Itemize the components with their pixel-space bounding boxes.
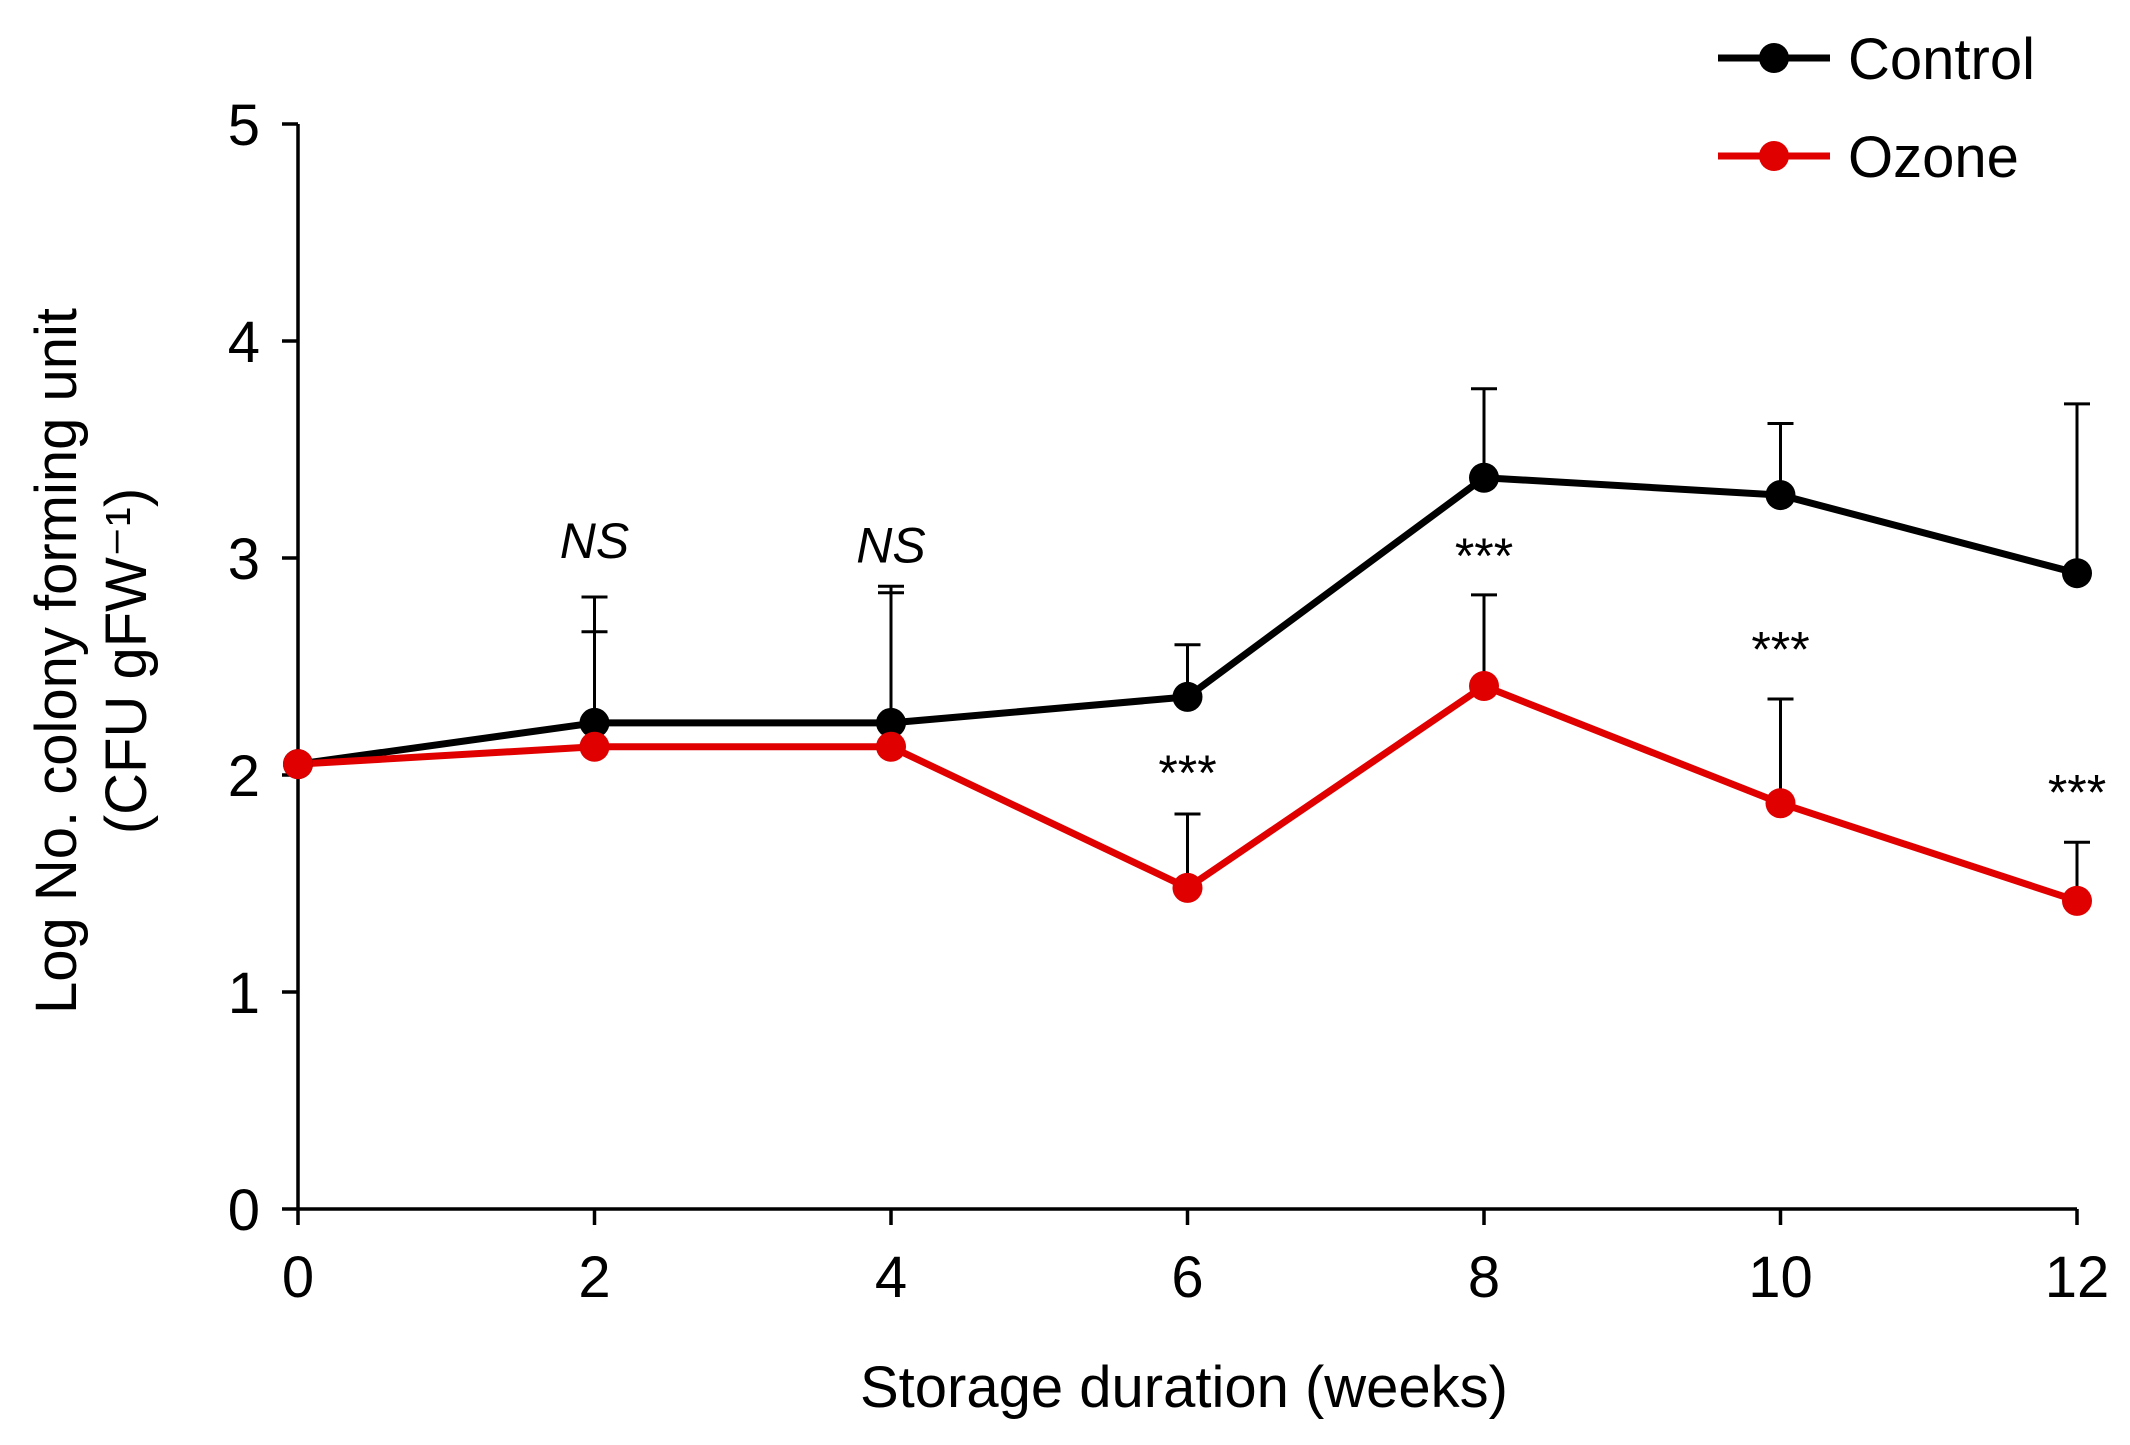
significance-label: *** xyxy=(1455,528,1513,584)
x-tick-label: 8 xyxy=(1468,1245,1500,1310)
legend-marker-control xyxy=(1759,43,1789,73)
data-points xyxy=(283,462,2092,916)
x-tick-label: 12 xyxy=(2045,1245,2110,1310)
data-point-control xyxy=(1469,462,1499,493)
x-tick-label: 2 xyxy=(578,1245,610,1310)
data-point-ozone xyxy=(2062,885,2092,916)
data-point-ozone xyxy=(876,731,906,762)
data-point-control xyxy=(1172,681,1203,712)
x-tick-label: 0 xyxy=(282,1245,314,1310)
data-point-ozone xyxy=(579,731,610,762)
significance-label: NS xyxy=(856,517,925,573)
significance-label: NS xyxy=(560,513,629,569)
y-axis-title-line1: Log No. colony forming unit xyxy=(24,308,89,1014)
data-point-ozone xyxy=(1765,788,1796,819)
y-tick-label: 3 xyxy=(228,527,260,592)
significance-label: *** xyxy=(2048,765,2106,821)
data-point-control xyxy=(2062,558,2092,589)
legend-marker-ozone xyxy=(1759,141,1789,171)
y-tick-label: 5 xyxy=(228,93,260,158)
y-tick-label: 2 xyxy=(228,744,260,809)
data-point-control xyxy=(579,707,610,738)
y-axis-title-line2: (CFU gFW⁻¹) xyxy=(94,488,159,834)
data-point-ozone xyxy=(283,749,313,780)
legend-label-control: Control xyxy=(1848,27,2035,92)
legend-label-ozone: Ozone xyxy=(1848,125,2019,190)
y-tick-label: 4 xyxy=(228,310,260,375)
error-bars xyxy=(581,387,2090,901)
x-axis-title: Storage duration (weeks) xyxy=(860,1355,1508,1420)
x-tick-label: 10 xyxy=(1748,1245,1813,1310)
y-tick-label: 1 xyxy=(228,961,260,1026)
data-point-ozone xyxy=(1172,872,1203,903)
significance-label: *** xyxy=(1751,622,1809,678)
significance-label: *** xyxy=(1158,745,1216,801)
x-tick-label: 6 xyxy=(1171,1245,1203,1310)
data-point-ozone xyxy=(1469,671,1499,702)
y-tick-label: 0 xyxy=(228,1178,260,1243)
significance-annotations: NS NS *** *** *** *** xyxy=(560,513,2106,821)
data-point-control xyxy=(876,707,906,738)
data-point-control xyxy=(1765,480,1796,511)
x-tick-label: 4 xyxy=(875,1245,907,1310)
legend: Control Ozone xyxy=(1718,27,2035,190)
y-axis-title: Log No. colony forming unit (CFU gFW⁻¹) xyxy=(24,308,159,1014)
